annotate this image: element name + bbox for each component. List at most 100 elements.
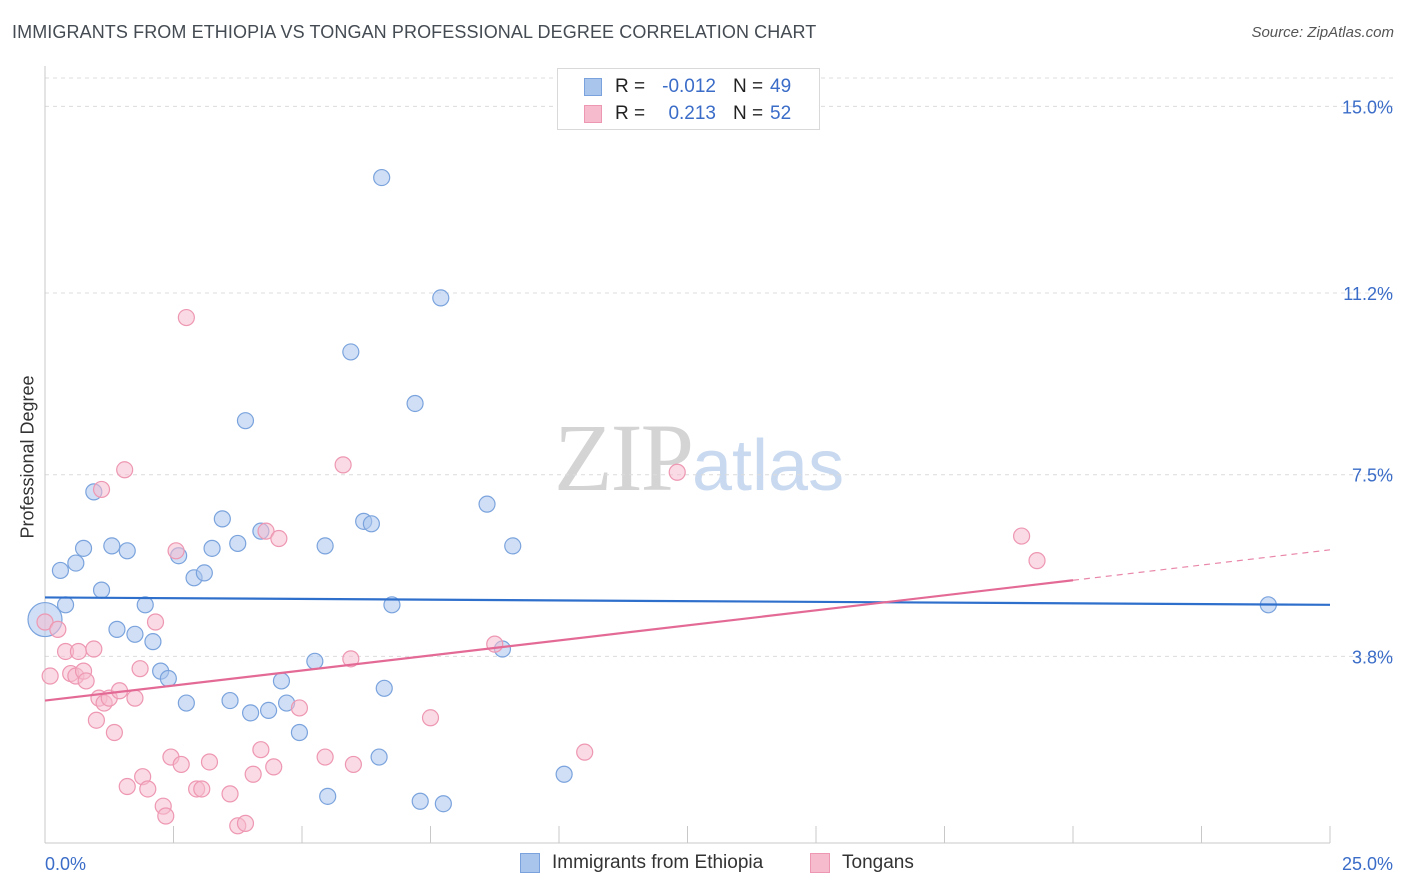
bottom-legend-label-ethiopia: Immigrants from Ethiopia bbox=[552, 852, 764, 873]
ethiopia-point bbox=[159, 669, 177, 688]
tongan-point bbox=[146, 613, 165, 631]
legend-n-label: N = bbox=[733, 76, 764, 97]
tongan-point bbox=[116, 461, 134, 479]
tongan-point bbox=[157, 807, 175, 825]
stats-legend: R = -0.012 N = 49 R = 0.213 N = 52 bbox=[557, 68, 820, 130]
ethiopia-point bbox=[51, 561, 70, 580]
bottom-legend-label-tongans: Tongans bbox=[842, 852, 914, 873]
ethiopia-point bbox=[316, 537, 334, 555]
tongan-trend-extension bbox=[1072, 549, 1331, 581]
tongan-point bbox=[118, 777, 136, 796]
y-tick-label: 11.2% bbox=[1343, 284, 1393, 304]
tongan-point bbox=[221, 785, 239, 803]
bottom-legend-swatch-tongans bbox=[810, 853, 830, 873]
watermark: ZIPatlas bbox=[554, 402, 844, 513]
tongan-point bbox=[421, 709, 440, 727]
tongan-point bbox=[77, 672, 95, 690]
ethiopia-point bbox=[362, 515, 380, 533]
ethiopia-point bbox=[242, 704, 260, 722]
ethiopia-point bbox=[406, 394, 424, 413]
legend-n-value: 49 bbox=[770, 76, 792, 97]
ethiopia-point bbox=[56, 596, 75, 614]
ethiopia-point bbox=[195, 564, 213, 582]
ethiopia-point bbox=[126, 625, 144, 643]
tongan-point bbox=[167, 542, 185, 560]
tongan-point bbox=[193, 780, 211, 798]
watermark-zip: ZIP bbox=[554, 404, 694, 511]
ethiopia-point bbox=[373, 168, 391, 187]
tongan-point bbox=[49, 620, 67, 638]
tongan-point bbox=[36, 613, 54, 631]
tongan-point bbox=[265, 758, 283, 776]
tongan-point bbox=[1028, 552, 1046, 570]
ethiopia-point bbox=[92, 581, 111, 599]
ethiopia-point bbox=[144, 633, 162, 651]
y-axis-label: Professional Degree bbox=[17, 375, 38, 539]
chart-title: IMMIGRANTS FROM ETHIOPIA VS TONGAN PROFE… bbox=[12, 22, 817, 42]
ethiopia-point bbox=[118, 542, 136, 560]
tongan-point bbox=[236, 814, 255, 832]
ethiopia-point bbox=[67, 554, 85, 572]
x-tick-label: 0.0% bbox=[45, 854, 86, 874]
x-tick-label: 25.0% bbox=[1342, 854, 1393, 874]
tongan-point bbox=[85, 640, 103, 658]
ethiopia-point bbox=[319, 787, 337, 805]
ethiopia-point bbox=[432, 289, 450, 307]
y-tick-label: 15.0% bbox=[1342, 97, 1393, 117]
ethiopia-point bbox=[434, 795, 452, 813]
tongan-point bbox=[200, 753, 219, 771]
tongan-point bbox=[270, 529, 288, 548]
legend-r-label: R = bbox=[615, 76, 646, 97]
ethiopia-point bbox=[74, 539, 93, 557]
legend-n-label: N = bbox=[733, 103, 764, 124]
tongan-point bbox=[576, 743, 594, 761]
ethiopia-point bbox=[504, 537, 522, 555]
tongan-point bbox=[131, 660, 149, 678]
ethiopia-point bbox=[342, 343, 360, 361]
ethiopia-point bbox=[177, 694, 195, 712]
legend-n-value: 52 bbox=[770, 103, 792, 124]
ethiopia-point bbox=[259, 701, 278, 720]
tongan-trend-line bbox=[44, 579, 1074, 702]
ethiopia-point bbox=[411, 792, 429, 810]
tongan-point bbox=[172, 755, 190, 774]
legend-r-value: 0.213 bbox=[668, 103, 716, 124]
ethiopia-point bbox=[236, 412, 255, 430]
tongan-point bbox=[1012, 527, 1031, 545]
ethiopia-point bbox=[103, 537, 121, 555]
ethiopia-point bbox=[108, 620, 126, 638]
ethiopia-point bbox=[370, 748, 388, 766]
ethiopia-point bbox=[306, 652, 324, 670]
tongan-point bbox=[257, 522, 275, 540]
ethiopia-point bbox=[555, 765, 573, 783]
tongan-point bbox=[177, 308, 195, 327]
ethiopia-trend-line bbox=[44, 596, 1331, 606]
tongan-point bbox=[344, 755, 362, 774]
tongan-point bbox=[486, 635, 504, 653]
tongan-point bbox=[290, 699, 309, 717]
ethiopia-point bbox=[136, 596, 154, 614]
ethiopia-point bbox=[375, 679, 393, 697]
tongan-point bbox=[87, 711, 106, 729]
watermark-atlas: atlas bbox=[692, 426, 845, 506]
legend-swatch-ethiopia bbox=[584, 78, 602, 96]
legend-r-label: R = bbox=[615, 103, 646, 124]
legend-r-value: -0.012 bbox=[662, 76, 716, 97]
tongan-point bbox=[252, 741, 270, 759]
source-credit: Source: ZipAtlas.com bbox=[1251, 24, 1394, 41]
tongan-point bbox=[334, 456, 352, 474]
ethiopia-point bbox=[383, 596, 401, 614]
ethiopia-point bbox=[272, 672, 291, 690]
tongan-point bbox=[668, 463, 686, 481]
tongan-point bbox=[316, 748, 334, 766]
y-tick-label: 3.8% bbox=[1352, 647, 1393, 667]
ethiopia-point bbox=[290, 723, 309, 742]
tongan-point bbox=[244, 765, 262, 783]
tongan-point bbox=[92, 480, 111, 499]
tongan-point bbox=[139, 780, 157, 798]
ethiopia-point bbox=[203, 539, 221, 557]
tongan-point bbox=[41, 667, 59, 685]
ethiopia-point bbox=[213, 510, 231, 528]
bottom-legend-swatch-ethiopia bbox=[520, 853, 540, 873]
